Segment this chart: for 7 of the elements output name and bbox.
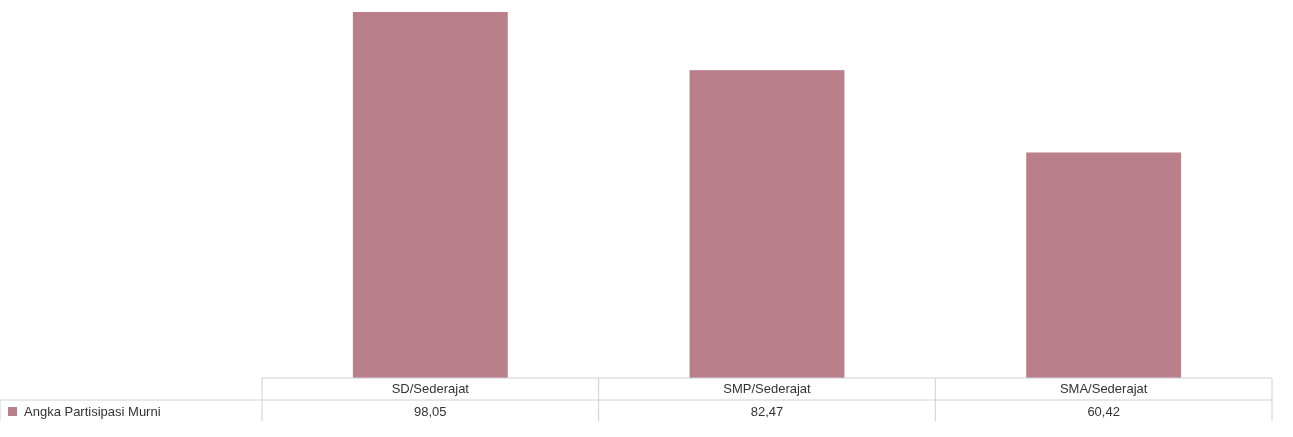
x-tick-label: SMA/Sederajat [1059, 381, 1148, 396]
legend-label: Angka Partisipasi Murni [24, 404, 161, 419]
data-label: 98,05 [414, 404, 447, 419]
data-label: 60,42 [1087, 404, 1120, 419]
x-tick-label: SMP/Sederajat [723, 381, 812, 396]
x-tick-label: SD/Sederajat [391, 381, 470, 396]
data-label: 82,47 [750, 404, 784, 419]
